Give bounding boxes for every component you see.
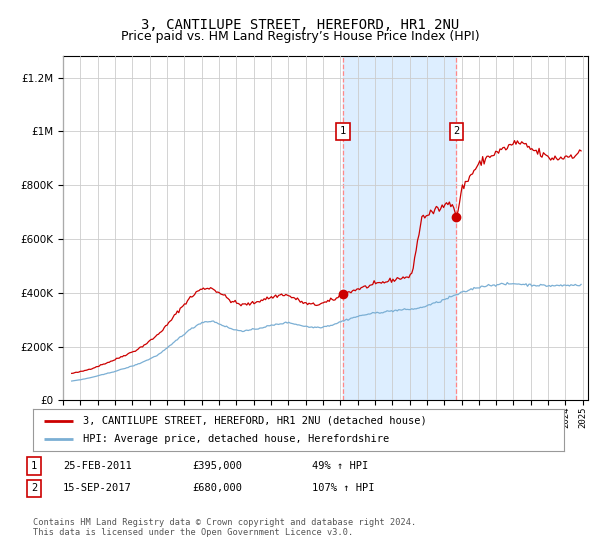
- Text: 3, CANTILUPE STREET, HEREFORD, HR1 2NU (detached house): 3, CANTILUPE STREET, HEREFORD, HR1 2NU (…: [83, 416, 427, 426]
- Text: 1: 1: [340, 127, 346, 136]
- Bar: [343, 56, 457, 400]
- Text: 1: 1: [31, 461, 37, 471]
- Text: Contains HM Land Registry data © Crown copyright and database right 2024.
This d: Contains HM Land Registry data © Crown c…: [33, 518, 416, 538]
- Text: £680,000: £680,000: [192, 483, 242, 493]
- Text: £395,000: £395,000: [192, 461, 242, 471]
- Text: 107% ↑ HPI: 107% ↑ HPI: [312, 483, 374, 493]
- Text: 2: 2: [31, 483, 37, 493]
- Text: HPI: Average price, detached house, Herefordshire: HPI: Average price, detached house, Here…: [83, 434, 389, 444]
- Text: 3, CANTILUPE STREET, HEREFORD, HR1 2NU: 3, CANTILUPE STREET, HEREFORD, HR1 2NU: [141, 18, 459, 32]
- Text: 2: 2: [454, 127, 460, 136]
- Text: 15-SEP-2017: 15-SEP-2017: [63, 483, 132, 493]
- Text: Price paid vs. HM Land Registry’s House Price Index (HPI): Price paid vs. HM Land Registry’s House …: [121, 30, 479, 43]
- Text: 25-FEB-2011: 25-FEB-2011: [63, 461, 132, 471]
- Text: 49% ↑ HPI: 49% ↑ HPI: [312, 461, 368, 471]
